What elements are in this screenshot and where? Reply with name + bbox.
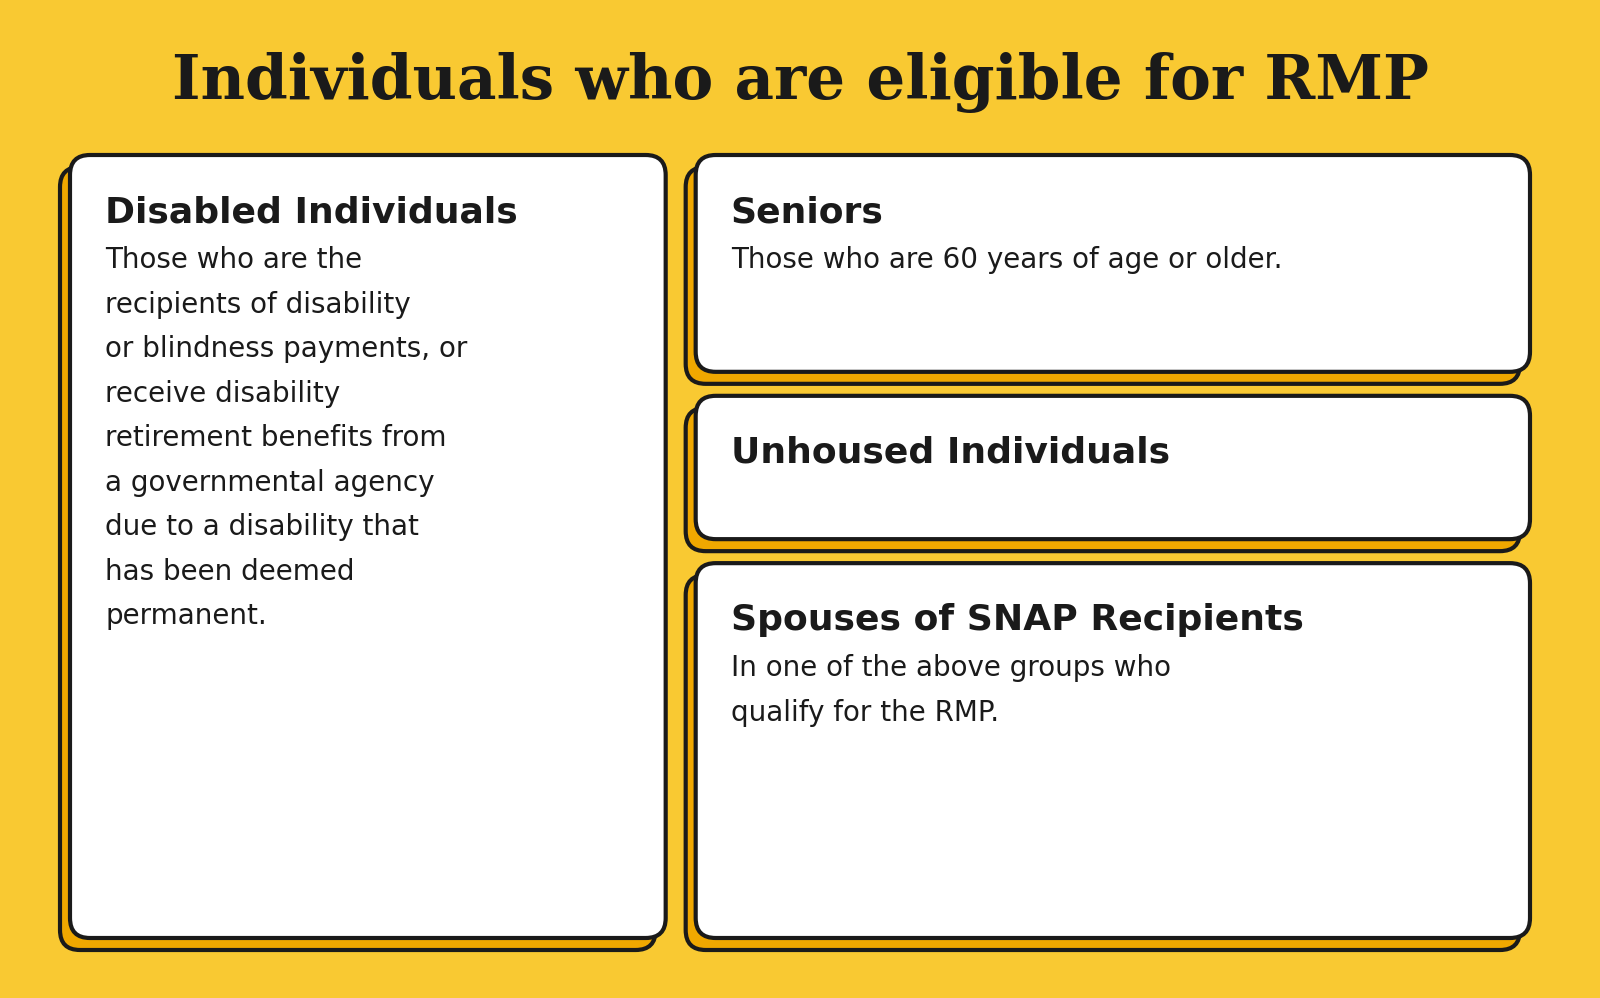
FancyBboxPatch shape <box>696 563 1530 938</box>
Text: Disabled Individuals: Disabled Individuals <box>106 195 518 229</box>
FancyBboxPatch shape <box>686 408 1520 551</box>
FancyBboxPatch shape <box>696 396 1530 539</box>
FancyBboxPatch shape <box>686 575 1520 950</box>
FancyBboxPatch shape <box>61 167 656 950</box>
Text: Seniors: Seniors <box>731 195 883 229</box>
FancyBboxPatch shape <box>70 155 666 938</box>
Text: Spouses of SNAP Recipients: Spouses of SNAP Recipients <box>731 603 1304 637</box>
FancyBboxPatch shape <box>686 167 1520 384</box>
Text: Those who are the
recipients of disability
or blindness payments, or
receive dis: Those who are the recipients of disabili… <box>106 246 467 630</box>
Text: Unhoused Individuals: Unhoused Individuals <box>731 436 1170 470</box>
Text: In one of the above groups who
qualify for the RMP.: In one of the above groups who qualify f… <box>731 654 1171 727</box>
Text: Individuals who are eligible for RMP: Individuals who are eligible for RMP <box>171 52 1429 113</box>
FancyBboxPatch shape <box>696 155 1530 372</box>
Text: Those who are 60 years of age or older.: Those who are 60 years of age or older. <box>731 246 1282 274</box>
